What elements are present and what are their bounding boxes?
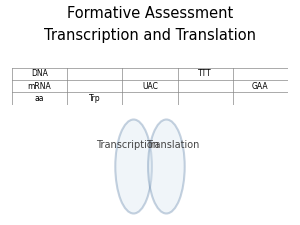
Text: Formative Assessment: Formative Assessment <box>67 6 233 21</box>
Text: UAC: UAC <box>142 82 158 90</box>
Text: mRNA: mRNA <box>28 82 52 90</box>
Ellipse shape <box>115 119 152 214</box>
Text: Trp: Trp <box>89 94 100 103</box>
Text: DNA: DNA <box>31 69 48 78</box>
Text: Translation: Translation <box>146 140 200 150</box>
Text: TTT: TTT <box>198 69 212 78</box>
Text: Transcription: Transcription <box>96 140 159 150</box>
Text: GAA: GAA <box>252 82 269 90</box>
Ellipse shape <box>148 119 185 214</box>
Text: aa: aa <box>35 94 44 103</box>
Text: Transcription and Translation: Transcription and Translation <box>44 28 256 43</box>
